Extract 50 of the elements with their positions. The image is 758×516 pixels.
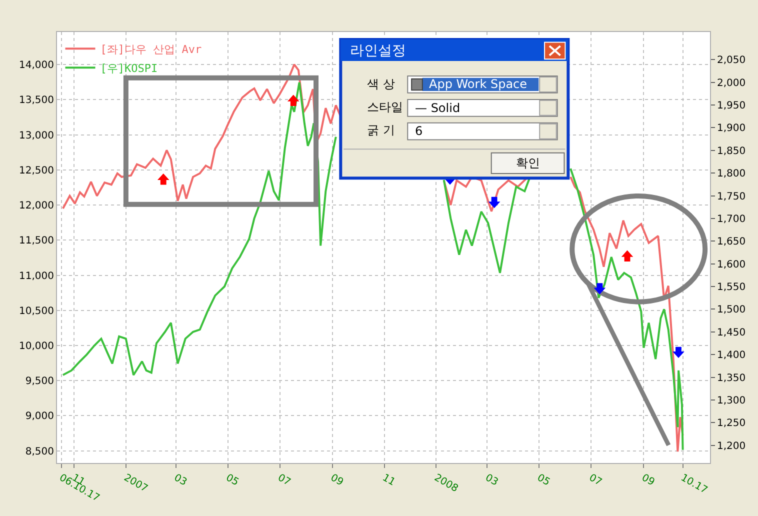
y2-tick-label: 1,750 [717,191,746,202]
x-tick-label: 11 [380,472,397,488]
y-tick-label: 12,000 [19,200,54,212]
y2-tick-label: 1,300 [717,395,746,406]
legend-label: [우]KOSPI [100,62,158,75]
x-tick-label: 05 [224,472,240,488]
y2-tick-label: 1,200 [717,440,746,452]
y2-tick-label: 2,000 [717,78,746,89]
annotation: 라인설정 [350,43,406,59]
x-tick-label: 07 [586,472,604,488]
y2-tick-label: 1,900 [717,123,746,134]
y-tick-label: 14,000 [19,60,54,72]
y2-tick-label: 1,400 [717,350,746,362]
y2-tick-label: 1,500 [717,304,746,316]
y-tick-label: 13,500 [19,95,54,106]
y-tick-label: 12,500 [19,165,54,176]
y-tick-label: 10,500 [19,306,54,317]
x-tick-label: 03 [172,472,189,488]
annotation: 색 상 [367,77,395,91]
y-tick-label: 10,000 [19,340,54,352]
y2-tick-label: 1,450 [717,327,746,338]
y-tick-label: 11,500 [19,236,54,247]
y2-tick-label: 2,050 [717,55,746,66]
x-tick-label: 03 [483,472,500,488]
y2-tick-label: 1,600 [717,259,746,270]
x-tick-label: 2007 [122,472,150,495]
y2-tick-label: 1,550 [717,282,746,294]
annotation: 스타일 [367,100,403,114]
y2-tick-label: 1,800 [717,168,746,180]
y2-tick-label: 1,250 [717,418,746,430]
annotation: App Work Space [429,77,528,91]
y-tick-label: 9,500 [25,376,54,388]
y2-tick-label: 1,950 [717,100,746,112]
x-tick-label: 05 [535,472,552,488]
y-tick-label: 13,000 [19,130,54,142]
y2-tick-label: 1,650 [717,236,746,248]
annotation: 확인 [516,156,540,170]
y-tick-label: 8,500 [25,446,54,458]
annotation: — Solid [415,101,460,115]
legend-label: [좌]다우 산업 Avr [100,42,202,56]
y2-tick-label: 1,700 [717,214,746,225]
y-tick-label: 11,000 [19,270,54,282]
y-tick-label: 9,000 [25,411,54,422]
annotation: 굵 기 [367,123,395,137]
y2-tick-label: 1,850 [717,146,746,157]
y2-tick-label: 1,350 [717,372,746,384]
x-tick-label: 09 [328,472,346,488]
x-tick-label: 09 [640,472,656,488]
x-tick-label: 07 [276,472,292,488]
annotation: 6 [415,124,423,138]
